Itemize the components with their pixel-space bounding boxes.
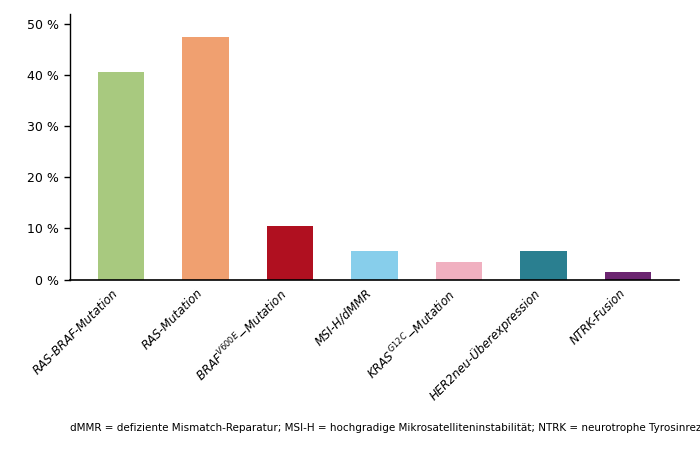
Bar [351, 252, 398, 280]
Text: $\mathit{BRAF}^{\mathit{V600E}}\mathit{-Mutation}$: $\mathit{BRAF}^{\mathit{V600E}}\mathit{-… [193, 286, 290, 384]
Text: dMMR = defiziente Mismatch-Reparatur; MSI-H = hochgradige Mikrosatelliteninstabi: dMMR = defiziente Mismatch-Reparatur; MS… [70, 423, 700, 433]
Text: RAS-Mutation: RAS-Mutation [140, 286, 206, 352]
Text: $\mathit{KRAS}^{\mathit{G12C}}\mathit{-Mutation}$: $\mathit{KRAS}^{\mathit{G12C}}\mathit{-M… [364, 286, 459, 382]
Bar [98, 72, 144, 280]
Bar [605, 272, 651, 280]
Bar [436, 262, 482, 280]
Bar [520, 252, 567, 280]
Text: HER2neu-Überexpression: HER2neu-Überexpression [427, 286, 543, 403]
Text: NTRK-Fusion: NTRK-Fusion [568, 286, 628, 347]
Text: MSI-H/dMMR: MSI-H/dMMR [313, 286, 375, 348]
Text: RAS-BRAF-Mutation: RAS-BRAF-Mutation [31, 286, 121, 377]
Bar [267, 226, 313, 280]
Bar [182, 37, 229, 280]
